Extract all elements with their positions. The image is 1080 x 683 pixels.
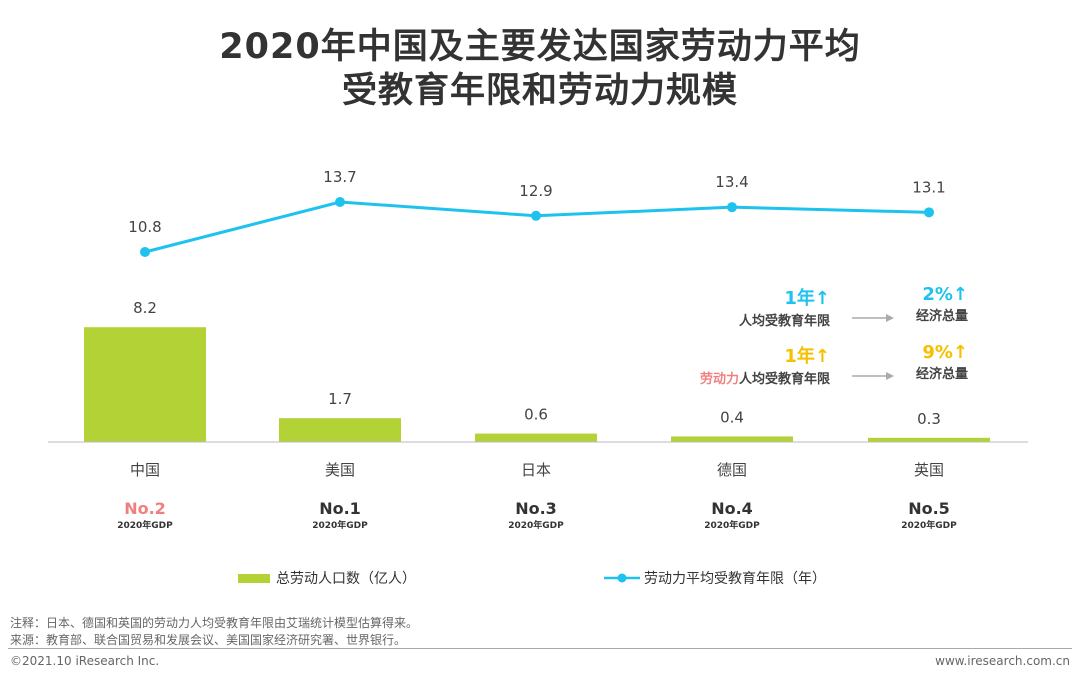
annotation-label: 人均受教育年限 xyxy=(738,372,830,387)
line-label: 10.8 xyxy=(128,218,161,236)
x-tick-label: 德国 xyxy=(717,461,747,479)
annotation-row1-right: 2%↑ 经济总量 xyxy=(880,284,968,324)
line-point-4 xyxy=(924,207,934,218)
x-tick-label: 美国 xyxy=(325,461,355,479)
annotation-prefix: 劳动力 xyxy=(699,372,739,387)
legend-bar-swatch xyxy=(238,573,270,583)
annotation-value: 1年↑ xyxy=(784,288,830,309)
bar-2 xyxy=(475,433,597,442)
bar-0 xyxy=(84,327,206,442)
line-point-2 xyxy=(531,210,541,221)
bar-label: 1.7 xyxy=(328,390,352,408)
line-label: 13.1 xyxy=(912,178,945,196)
annotation-row2-right: 9%↑ 经济总量 xyxy=(880,342,968,382)
chart-svg: 8.2 1.7 0.6 0.4 0.3 10.8 13.7 12.9 13.4 13.1 中国 No.… xyxy=(48,168,1028,531)
note-text: 注释：日本、德国和英国的劳动力人均受教育年限由艾瑞统计模型估算得来。 xyxy=(10,616,419,630)
annotation-value: 1年↑ xyxy=(784,346,830,367)
line-point-0 xyxy=(140,247,150,257)
bar-3 xyxy=(671,436,793,442)
line-point-3 xyxy=(727,202,737,213)
title-line-1: 2020年中国及主要发达国家劳动力平均 xyxy=(219,27,861,67)
source-text: 来源：教育部、联合国贸易和发展会议、美国国家经济研究署、世界银行。 xyxy=(10,633,407,647)
annotation-label: 经济总量 xyxy=(915,309,968,324)
footer-url: www.iresearch.com.cn xyxy=(935,654,1070,668)
gdp-rank-caption: 2020年GDP xyxy=(704,519,760,531)
line-label: 13.7 xyxy=(323,168,356,186)
x-tick-label: 英国 xyxy=(914,461,944,479)
annotation-value: 2%↑ xyxy=(922,284,968,305)
x-tick-label: 日本 xyxy=(521,461,551,479)
footer-divider xyxy=(8,648,1072,649)
line-label: 13.4 xyxy=(715,173,748,191)
title-line-2: 受教育年限和劳动力规模 xyxy=(341,71,738,111)
gdp-rank: No.3 xyxy=(515,499,557,518)
line-label: 12.9 xyxy=(519,182,552,200)
bar-label: 0.4 xyxy=(720,408,744,426)
annotation-row2-left: 1年↑ 劳动力人均受教育年限 xyxy=(640,342,830,387)
gdp-rank-caption: 2020年GDP xyxy=(117,519,173,531)
gdp-rank: No.4 xyxy=(711,499,753,518)
annotation-value: 9%↑ xyxy=(922,342,968,363)
bar-label: 8.2 xyxy=(133,299,157,317)
legend-line-label: 劳动力平均受教育年限（年） xyxy=(644,571,826,587)
bar-1 xyxy=(279,418,401,442)
footer-copyright: ©2021.10 iResearch Inc. xyxy=(10,654,160,668)
legend-line: 劳动力平均受教育年限（年） xyxy=(604,568,826,588)
gdp-rank: No.1 xyxy=(319,499,361,518)
arrow-head xyxy=(886,314,894,322)
bar-label: 0.6 xyxy=(524,406,548,424)
legend-line-swatch xyxy=(604,573,640,583)
legend-bar: 总劳动人口数（亿人） xyxy=(238,568,416,588)
annotation-label: 人均受教育年限 xyxy=(738,314,830,329)
annotation-row1-left: 1年↑ 人均受教育年限 xyxy=(700,284,830,329)
bar-4 xyxy=(868,437,990,442)
gdp-rank: No.2 xyxy=(124,499,166,518)
bar-label: 0.3 xyxy=(917,410,941,428)
gdp-rank-caption: 2020年GDP xyxy=(508,519,564,531)
arrow-head xyxy=(886,372,894,380)
gdp-rank-caption: 2020年GDP xyxy=(312,519,368,531)
line-series xyxy=(144,200,930,254)
annotation-label: 经济总量 xyxy=(915,367,968,382)
line-point-1 xyxy=(335,197,345,208)
gdp-rank: No.5 xyxy=(908,499,950,518)
gdp-rank-caption: 2020年GDP xyxy=(901,519,957,531)
x-tick-label: 中国 xyxy=(130,461,160,479)
legend-bar-label: 总劳动人口数（亿人） xyxy=(276,571,416,587)
